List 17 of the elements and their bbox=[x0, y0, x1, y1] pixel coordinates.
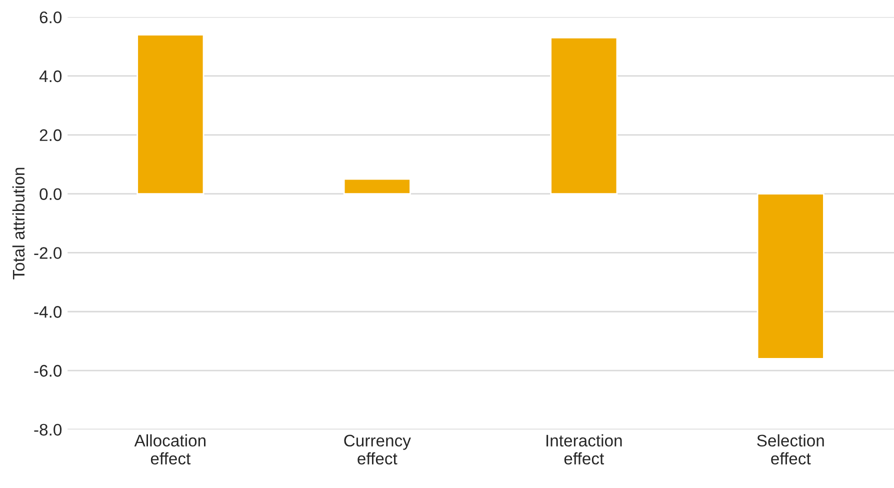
y-tick-label: -2.0 bbox=[34, 247, 62, 259]
y-tick-label: 4.0 bbox=[39, 70, 62, 82]
y-tick-label: 6.0 bbox=[40, 11, 62, 24]
x-tick-label: Currency effect bbox=[344, 434, 411, 464]
x-tick-label: Interaction effect bbox=[546, 434, 622, 464]
y-tick-label: -4.0 bbox=[34, 306, 62, 318]
y-tick-label: -8.0 bbox=[34, 424, 62, 436]
y-tick-label: -6.0 bbox=[34, 364, 62, 377]
bar bbox=[136, 34, 204, 194]
y-tick-label: 0.0 bbox=[40, 188, 62, 200]
bar bbox=[550, 37, 618, 194]
y-axis-title: Total attribution bbox=[12, 168, 25, 280]
y-tick-label: 2.0 bbox=[40, 129, 62, 142]
x-tick-label: Selection effect bbox=[757, 434, 824, 464]
x-tick-label: Allocation effect bbox=[134, 434, 206, 464]
bar bbox=[343, 178, 411, 194]
bar bbox=[756, 193, 824, 360]
